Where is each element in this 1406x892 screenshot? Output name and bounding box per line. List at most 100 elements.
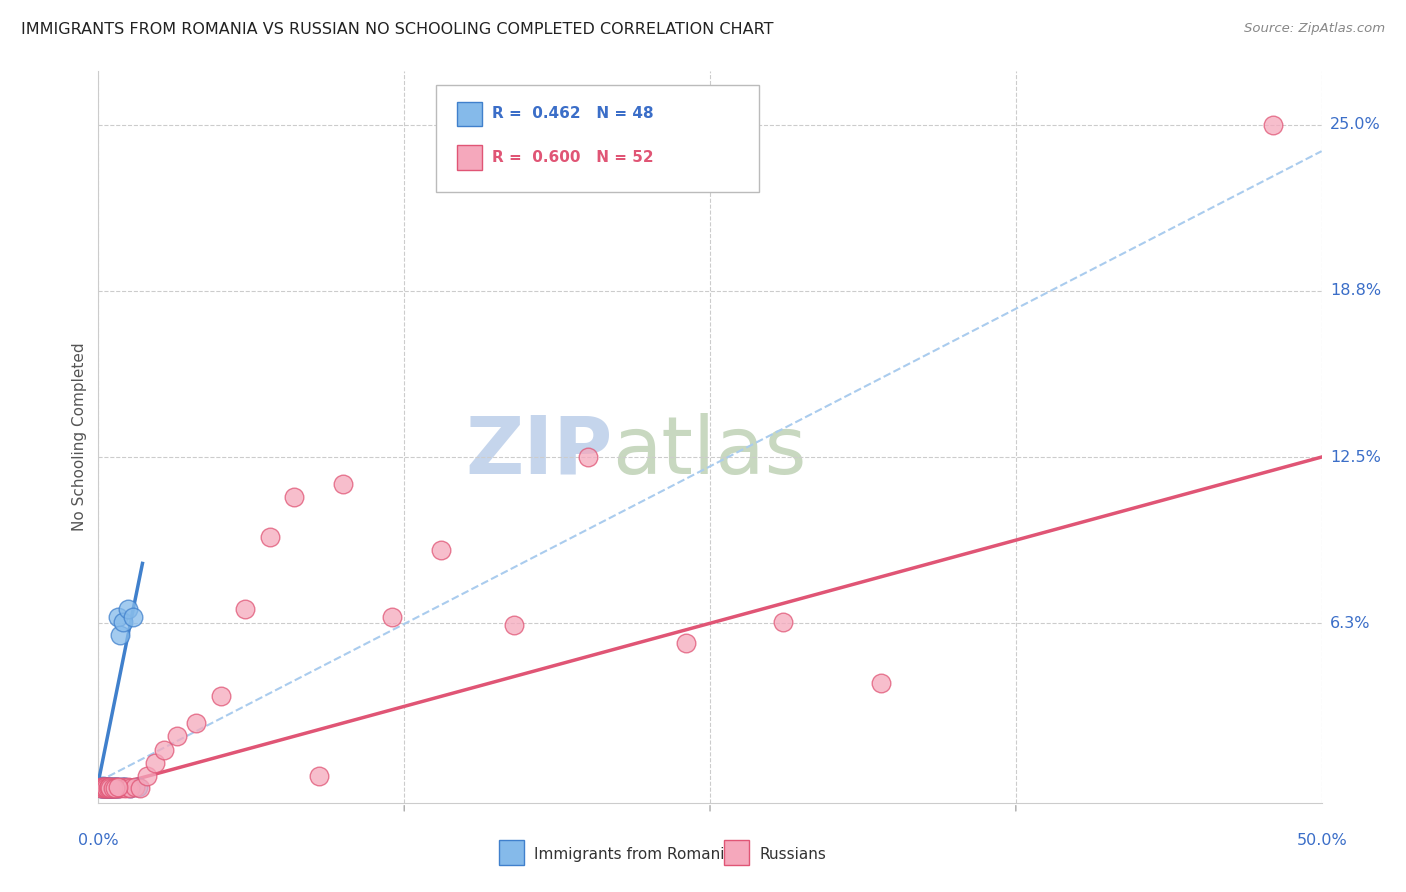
Point <box>101 781 124 796</box>
Point <box>104 781 127 796</box>
Point <box>90 781 112 796</box>
Text: 12.5%: 12.5% <box>1330 450 1381 465</box>
Point <box>104 780 127 794</box>
Text: 25.0%: 25.0% <box>1330 117 1381 132</box>
Text: 0.0%: 0.0% <box>79 833 118 848</box>
Point <box>186 716 208 731</box>
Point <box>91 780 114 794</box>
Point <box>91 780 114 794</box>
Text: atlas: atlas <box>612 413 807 491</box>
Point <box>104 780 127 795</box>
Point <box>576 450 599 464</box>
Text: R =  0.600   N = 52: R = 0.600 N = 52 <box>492 150 654 165</box>
Point <box>112 780 135 795</box>
Point <box>98 781 121 796</box>
Point <box>97 780 120 795</box>
Point <box>96 780 118 795</box>
Point <box>96 780 118 795</box>
Point <box>91 780 114 795</box>
Point <box>94 780 117 795</box>
Y-axis label: No Schooling Completed: No Schooling Completed <box>72 343 87 532</box>
Point <box>100 780 122 795</box>
Point <box>100 780 122 794</box>
Point <box>381 609 404 624</box>
Point <box>308 769 330 783</box>
Point <box>94 780 117 794</box>
Point <box>153 742 176 756</box>
Point <box>120 780 142 795</box>
Point <box>101 780 124 795</box>
Point <box>120 780 142 795</box>
Point <box>114 780 136 795</box>
Point <box>90 780 112 795</box>
Point <box>111 780 134 794</box>
Point <box>96 780 118 794</box>
Point <box>94 781 117 796</box>
Point <box>103 780 125 795</box>
Point <box>94 780 117 795</box>
Point <box>108 780 131 794</box>
Point <box>100 780 122 795</box>
Point <box>91 781 114 796</box>
Point <box>105 780 128 794</box>
Point <box>98 780 121 795</box>
Point <box>91 781 114 796</box>
Point <box>110 781 132 796</box>
Point <box>1261 118 1284 132</box>
Point <box>111 615 134 629</box>
Point <box>105 780 128 794</box>
Point <box>93 780 115 795</box>
Point <box>91 780 114 795</box>
Text: 6.3%: 6.3% <box>1330 615 1371 631</box>
Point <box>259 530 281 544</box>
Point <box>166 729 188 743</box>
Point <box>93 780 115 794</box>
Point <box>97 780 120 794</box>
Point <box>93 781 115 796</box>
Point <box>107 609 129 624</box>
Text: 50.0%: 50.0% <box>1296 833 1347 848</box>
Point <box>91 780 114 795</box>
Point <box>93 780 115 795</box>
Point <box>97 780 120 795</box>
Point <box>98 780 121 795</box>
Point <box>97 780 120 795</box>
Point <box>107 780 129 795</box>
Point <box>283 490 305 504</box>
Point <box>110 628 132 642</box>
Point <box>332 476 354 491</box>
Point <box>98 780 121 795</box>
Point <box>233 601 256 615</box>
Point <box>98 780 121 795</box>
Text: R =  0.462   N = 48: R = 0.462 N = 48 <box>492 106 654 121</box>
Point <box>117 780 139 794</box>
Point <box>209 690 232 704</box>
Point <box>107 780 129 795</box>
Point <box>101 780 124 795</box>
Point <box>127 780 149 794</box>
Text: IMMIGRANTS FROM ROMANIA VS RUSSIAN NO SCHOOLING COMPLETED CORRELATION CHART: IMMIGRANTS FROM ROMANIA VS RUSSIAN NO SC… <box>21 22 773 37</box>
Point <box>101 781 124 796</box>
Point <box>97 781 120 796</box>
Point <box>97 780 120 795</box>
Point <box>94 781 117 796</box>
Point <box>129 780 152 795</box>
Text: Source: ZipAtlas.com: Source: ZipAtlas.com <box>1244 22 1385 36</box>
Point <box>96 781 118 796</box>
Point <box>93 780 115 794</box>
Point <box>90 780 112 794</box>
Text: 18.8%: 18.8% <box>1330 284 1381 298</box>
Point <box>100 780 122 794</box>
Point <box>430 543 453 558</box>
Point <box>101 780 124 795</box>
Point <box>103 780 125 795</box>
Point <box>772 615 794 629</box>
Point <box>143 756 166 770</box>
Point <box>136 769 159 783</box>
Point <box>111 780 134 795</box>
Point <box>124 780 146 795</box>
Point <box>121 609 143 624</box>
Point <box>675 636 697 650</box>
Point <box>90 780 112 795</box>
Text: Russians: Russians <box>759 847 827 862</box>
